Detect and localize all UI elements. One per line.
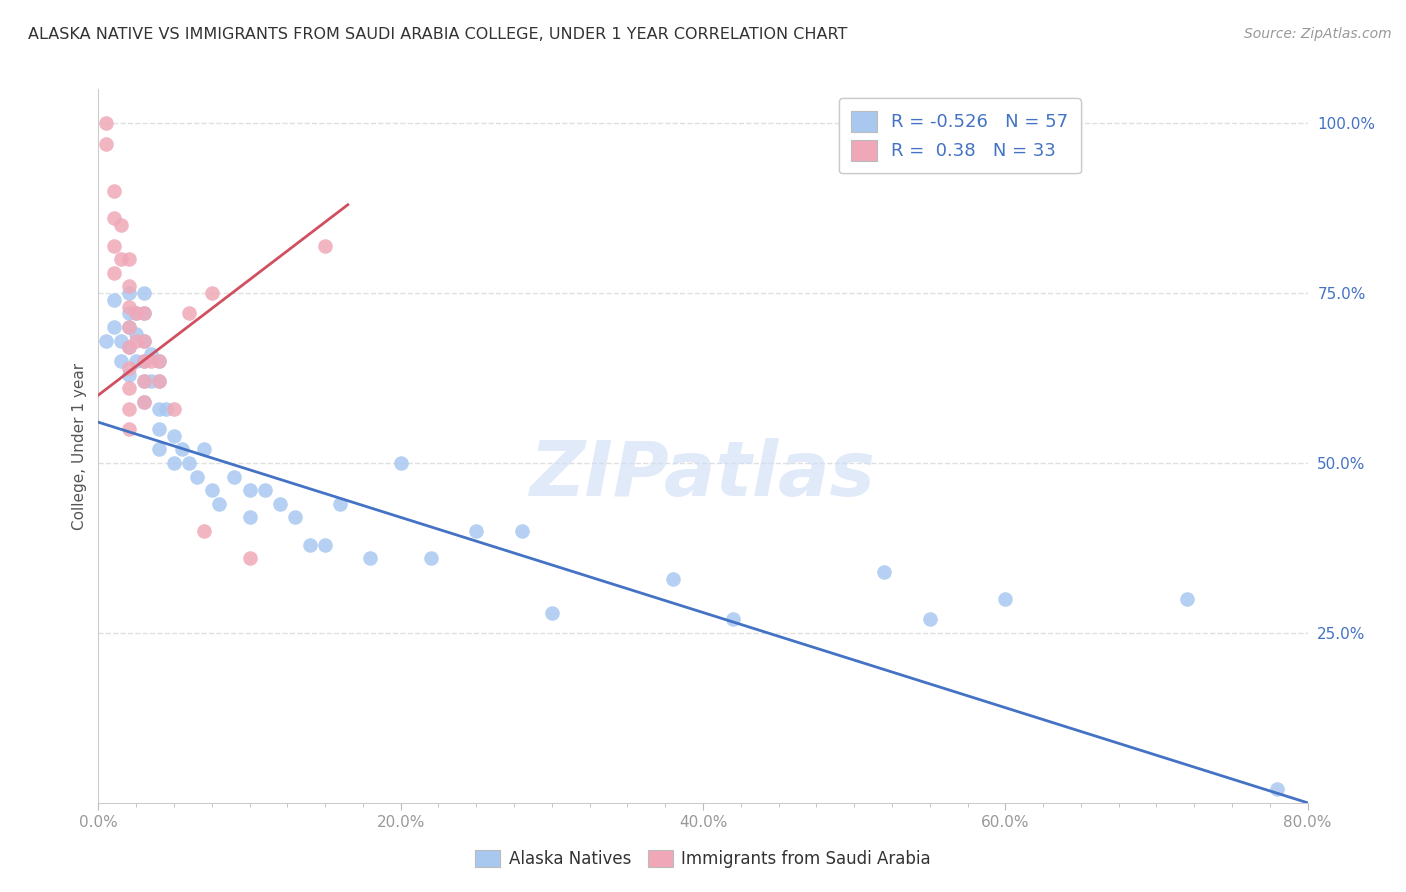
Point [360, 551, 382, 566]
Point [132, 334, 155, 348]
Point [125, 306, 148, 320]
Point [132, 394, 155, 409]
Point [148, 442, 170, 457]
Point [662, 572, 685, 586]
Point [148, 375, 170, 389]
Point [314, 238, 336, 252]
Point [132, 354, 155, 368]
Legend: R = -0.526   N = 57, R =  0.38   N = 33: R = -0.526 N = 57, R = 0.38 N = 33 [839, 98, 1081, 173]
Point [132, 334, 155, 348]
Point [94, 334, 117, 348]
Point [148, 354, 170, 368]
Point [132, 375, 155, 389]
Point [148, 354, 170, 368]
Point [163, 429, 186, 443]
Point [110, 334, 132, 348]
Point [193, 442, 215, 457]
Point [132, 375, 155, 389]
Point [94, 136, 117, 151]
Point [148, 422, 170, 436]
Point [132, 354, 155, 368]
Point [179, 306, 201, 320]
Point [132, 286, 155, 301]
Point [132, 394, 155, 409]
Point [118, 306, 141, 320]
Point [125, 354, 148, 368]
Point [103, 293, 125, 307]
Point [141, 375, 163, 389]
Point [141, 347, 163, 361]
Point [465, 524, 488, 538]
Point [253, 483, 276, 498]
Point [118, 320, 141, 334]
Point [1175, 591, 1198, 606]
Point [118, 300, 141, 314]
Legend: Alaska Natives, Immigrants from Saudi Arabia: Alaska Natives, Immigrants from Saudi Ar… [468, 843, 938, 875]
Point [132, 306, 155, 320]
Point [186, 469, 208, 483]
Point [299, 537, 322, 551]
Point [224, 469, 246, 483]
Point [163, 456, 186, 470]
Point [118, 252, 141, 266]
Point [201, 483, 224, 498]
Point [239, 483, 262, 498]
Point [125, 306, 148, 320]
Point [103, 184, 125, 198]
Point [179, 456, 201, 470]
Point [141, 354, 163, 368]
Point [103, 238, 125, 252]
Point [389, 456, 412, 470]
Point [201, 286, 224, 301]
Point [118, 341, 141, 355]
Point [918, 612, 941, 626]
Point [118, 422, 141, 436]
Point [420, 551, 443, 566]
Point [132, 306, 155, 320]
Point [329, 497, 352, 511]
Point [110, 354, 132, 368]
Point [118, 368, 141, 382]
Point [125, 334, 148, 348]
Text: ZIPatlas: ZIPatlas [530, 438, 876, 511]
Point [125, 326, 148, 341]
Point [510, 524, 533, 538]
Point [170, 442, 193, 457]
Text: ALASKA NATIVE VS IMMIGRANTS FROM SAUDI ARABIA COLLEGE, UNDER 1 YEAR CORRELATION : ALASKA NATIVE VS IMMIGRANTS FROM SAUDI A… [28, 27, 848, 42]
Point [148, 375, 170, 389]
Point [110, 252, 132, 266]
Point [148, 401, 170, 416]
Point [314, 537, 336, 551]
Point [118, 286, 141, 301]
Point [110, 218, 132, 232]
Point [239, 551, 262, 566]
Point [994, 591, 1017, 606]
Point [239, 510, 262, 524]
Point [118, 401, 141, 416]
Point [103, 320, 125, 334]
Point [94, 116, 117, 130]
Point [723, 612, 745, 626]
Point [118, 341, 141, 355]
Point [118, 279, 141, 293]
Point [193, 524, 215, 538]
Point [103, 266, 125, 280]
Point [540, 606, 562, 620]
Text: Source: ZipAtlas.com: Source: ZipAtlas.com [1244, 27, 1392, 41]
Point [269, 497, 291, 511]
Point [1267, 782, 1289, 797]
Point [118, 360, 141, 375]
Point [163, 401, 186, 416]
Point [873, 565, 896, 579]
Point [284, 510, 307, 524]
Point [103, 211, 125, 226]
Point [155, 401, 177, 416]
Point [118, 320, 141, 334]
Point [208, 497, 231, 511]
Point [118, 381, 141, 395]
Y-axis label: College, Under 1 year: College, Under 1 year [72, 362, 87, 530]
